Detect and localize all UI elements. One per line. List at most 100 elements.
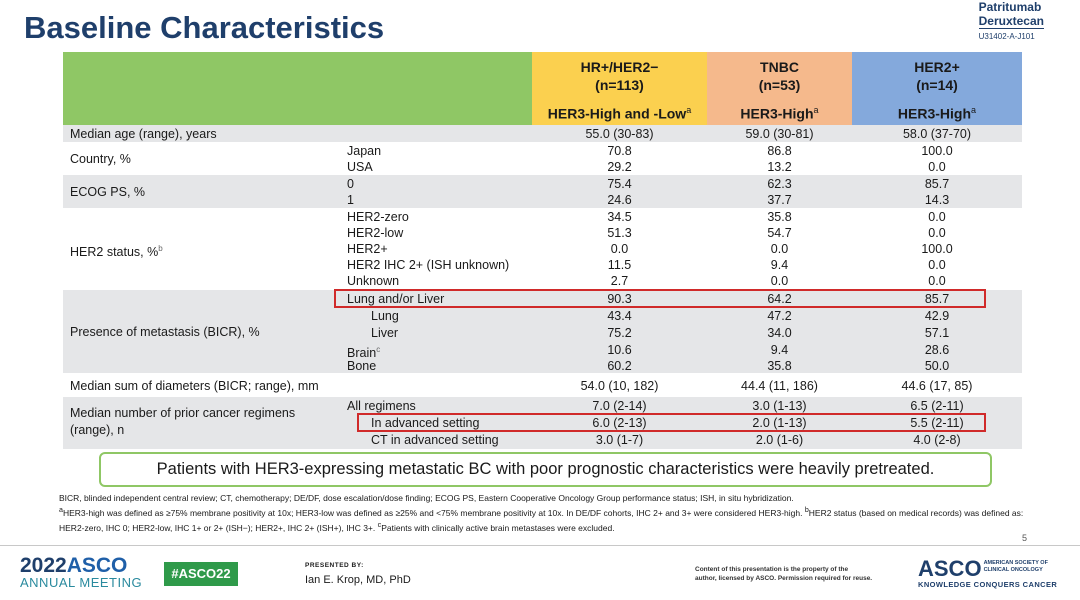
- sub-label: HER2-zero: [347, 210, 409, 224]
- table-cell: 0.0: [610, 242, 629, 256]
- row-label-diameters: Median sum of diameters (BICR; range), m…: [70, 379, 319, 393]
- key-takeaway-callout: Patients with HER3-expressing metastatic…: [99, 452, 992, 487]
- table-cell: 60.2: [607, 359, 632, 373]
- table-cell: 24.6: [607, 193, 632, 207]
- table-cell: 0.0: [928, 210, 946, 224]
- page-number: 5: [1021, 533, 1027, 543]
- table-cell: 42.9: [924, 309, 950, 323]
- column-group: HER3-Higha: [740, 105, 819, 122]
- table-cell: 90.3: [607, 292, 632, 306]
- sub-label: CT in advanced setting: [371, 433, 499, 447]
- table-cell: 100.0: [921, 144, 953, 158]
- brand-line-2: Deruxtecan: [978, 14, 1044, 29]
- table-cell: 54.0 (10, 182): [580, 379, 659, 393]
- table-cell: 51.3: [607, 226, 632, 240]
- column-name: HER2+: [914, 59, 960, 75]
- table-cell: 9.4: [770, 343, 789, 357]
- presented-by-label: PRESENTED BY:: [305, 562, 364, 569]
- sub-label: Lung and/or Liver: [347, 292, 445, 306]
- copyright-notice: Content of this presentation is the prop…: [695, 566, 873, 582]
- table-cell: 11.5: [607, 258, 632, 272]
- column-n: (n=53): [758, 77, 801, 93]
- column-name: HR+/HER2−: [580, 59, 659, 75]
- row-label-metastasis: Presence of metastasis (BICR), %: [70, 325, 260, 339]
- column-header-tnbc: TNBC (n=53) HER3-Higha: [707, 52, 852, 125]
- sub-label: HER2+: [347, 242, 388, 256]
- table-cell: 2.0 (1-13): [752, 416, 807, 430]
- table-cell: 2.0 (1-6): [755, 433, 804, 447]
- meeting-year: 2022: [20, 554, 67, 577]
- row-band: [63, 397, 1022, 449]
- column-name: TNBC: [760, 59, 799, 75]
- sub-label: USA: [347, 160, 373, 174]
- sub-label: 1: [347, 193, 354, 207]
- hashtag-badge: #ASCO22: [164, 562, 238, 586]
- table-cell: 50.0: [924, 359, 950, 373]
- table-cell: 0.0: [770, 274, 789, 288]
- row-label-ecog: ECOG PS, %: [70, 185, 146, 199]
- table-cell: 47.2: [767, 309, 792, 323]
- sub-label: HER2-low: [347, 226, 404, 240]
- presenter-name: Ian E. Krop, MD, PhD: [305, 574, 411, 586]
- table-cell: 44.6 (17, 85): [901, 379, 973, 393]
- row-label-age: Median age (range), years: [70, 127, 217, 141]
- table-cell: 0.0: [928, 160, 946, 174]
- row-label-regimens-2: (range), n: [70, 423, 125, 437]
- table-cell: 9.4: [770, 258, 789, 272]
- brand-line-1: Patritumab: [978, 0, 1042, 14]
- sub-label: Liver: [371, 326, 399, 340]
- row-label-country: Country, %: [70, 152, 131, 166]
- column-header-her2-positive: HER2+ (n=14) HER3-Higha: [852, 52, 1022, 125]
- table-cell: 62.3: [767, 177, 792, 191]
- row-band: [63, 175, 1022, 208]
- presenter-block: PRESENTED BY: Ian E. Krop, MD, PhD: [305, 562, 411, 586]
- table-cell: 55.0 (30-83): [585, 127, 654, 141]
- table-cell: 3.0 (1-7): [595, 433, 644, 447]
- highlight-box-lung-liver: [334, 289, 986, 308]
- table-cell: 54.7: [767, 226, 792, 240]
- table-cell: 57.1: [924, 326, 950, 340]
- sub-label: Bone: [347, 359, 377, 373]
- table-cell: 44.4 (11, 186): [741, 379, 818, 393]
- table-cell: 5.5 (2-11): [910, 416, 964, 430]
- table-cell: 58.0 (37-70): [902, 127, 972, 141]
- footer-divider: [0, 545, 1080, 546]
- table-cell: 75.4: [607, 177, 632, 191]
- table-cell: 64.2: [767, 292, 792, 306]
- sub-label: 0: [347, 177, 354, 191]
- footnote-abbreviations: BICR, blinded independent central review…: [59, 493, 794, 503]
- sub-label: Lung: [371, 309, 399, 323]
- table-cell: 43.4: [607, 309, 632, 323]
- sub-label: All regimens: [347, 399, 416, 413]
- sub-label: HER2 IHC 2+ (ISH unknown): [347, 258, 510, 272]
- table-cell: 34.5: [607, 210, 632, 224]
- table-cell: 85.7: [924, 292, 950, 306]
- table-cell: 37.7: [767, 193, 792, 207]
- column-group: HER3-High and -Lowa: [547, 105, 692, 122]
- column-n: (n=113): [595, 77, 644, 93]
- sub-label: In advanced setting: [371, 416, 480, 430]
- annual-meeting-label: ANNUAL MEETING: [20, 575, 143, 590]
- column-n: (n=14): [916, 77, 958, 93]
- row-band: [63, 125, 1022, 142]
- table-cell: 4.0 (2-8): [913, 433, 961, 447]
- study-code: U31402-A-J101: [978, 32, 1035, 41]
- table-cell: 6.5 (2-11): [910, 399, 964, 413]
- table-cell: 2.7: [610, 274, 629, 288]
- table-cell: 75.2: [607, 326, 632, 340]
- asco-tagline: KNOWLEDGE CONQUERS CANCER: [918, 580, 1058, 589]
- table-cell: 59.0 (30-81): [745, 127, 814, 141]
- table-cell: 0.0: [928, 258, 946, 272]
- table-cell: 10.6: [607, 343, 632, 357]
- row-label-her2-status: HER2 status, %b: [70, 244, 163, 260]
- table-cell: 6.0 (2-13): [592, 416, 647, 430]
- table-cell: 29.2: [607, 160, 632, 174]
- table-cell: 13.2: [767, 160, 792, 174]
- sub-label: Japan: [347, 144, 382, 158]
- row-band: [63, 290, 1022, 373]
- table-cell: 28.6: [924, 343, 950, 357]
- footnote-abc: aHER3-high was defined as ≥75% membrane …: [59, 506, 1024, 533]
- table-cell: 34.0: [767, 326, 792, 340]
- asco-meeting-logo: 2022ASCO ANNUAL MEETING: [20, 554, 142, 590]
- table-cell: 14.3: [924, 193, 950, 207]
